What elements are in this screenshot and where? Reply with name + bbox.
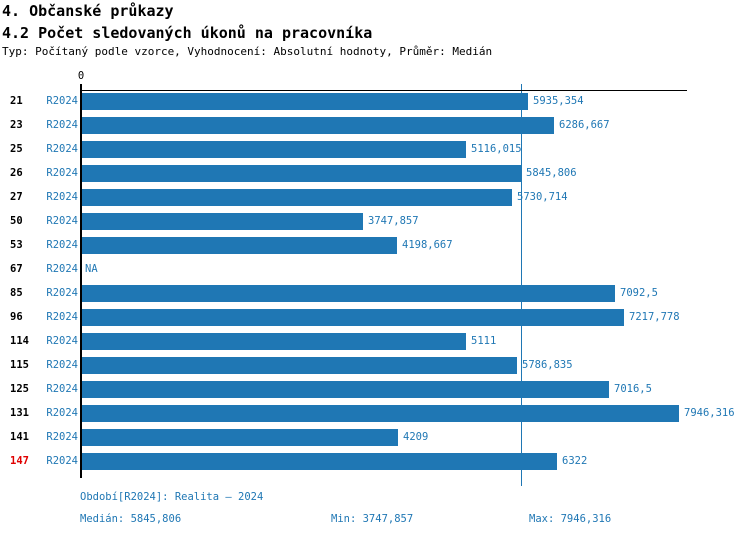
row-category-label: 85	[10, 287, 23, 299]
row-category-label: 114	[10, 335, 29, 347]
row-category-label: 53	[10, 239, 23, 251]
row-period-label: R2024	[46, 335, 78, 347]
y-axis-line	[80, 84, 82, 478]
bar-value-label: 5935,354	[533, 95, 584, 107]
bar	[82, 117, 554, 134]
row-period-label: R2024	[46, 407, 78, 419]
bar-value-label: 5786,835	[522, 359, 573, 371]
footer-min-stat: Min: 3747,857	[331, 513, 414, 525]
row-category-label: 27	[10, 191, 23, 203]
row-period-label: R2024	[46, 239, 78, 251]
row-category-label: 141	[10, 431, 29, 443]
bar-value-label: 5730,714	[517, 191, 568, 203]
row-category-label: 96	[10, 311, 23, 323]
bar-value-label: 6322	[562, 455, 588, 467]
row-period-label: R2024	[46, 311, 78, 323]
footer-period-label: Období[R2024]: Realita – 2024	[80, 491, 264, 503]
row-period-label: R2024	[46, 191, 78, 203]
bar	[82, 309, 624, 326]
bar-value-label: 7016,5	[614, 383, 652, 395]
bar	[82, 237, 397, 254]
footer-median-stat: Medián: 5845,806	[80, 513, 182, 525]
report-subtitle: Typ: Počítaný podle vzorce, Vyhodnocení:…	[2, 45, 493, 58]
bar-value-label: 6286,667	[559, 119, 610, 131]
bar	[82, 333, 466, 350]
bar	[82, 285, 615, 302]
bar	[82, 357, 517, 374]
row-category-label: 67	[10, 263, 23, 275]
row-category-label: 125	[10, 383, 29, 395]
footer-max-stat: Max: 7946,316	[529, 513, 612, 525]
row-period-label: R2024	[46, 287, 78, 299]
bar	[82, 141, 466, 158]
row-category-label: 50	[10, 215, 23, 227]
bar	[82, 429, 398, 446]
bar	[82, 189, 512, 206]
row-category-label: 23	[10, 119, 23, 131]
row-category-label: 21	[10, 95, 23, 107]
row-category-label: 25	[10, 143, 23, 155]
row-period-label: R2024	[46, 215, 78, 227]
bar-value-label: 7217,778	[629, 311, 680, 323]
bar	[82, 93, 528, 110]
bar-value-label: 5111	[471, 335, 497, 347]
report-title-line2: 4.2 Počet sledovaných úkonů na pracovník…	[2, 24, 373, 42]
bar-value-label: 7946,316	[684, 407, 735, 419]
na-value-label: NA	[85, 263, 98, 275]
bar	[82, 213, 363, 230]
row-category-label: 115	[10, 359, 29, 371]
row-period-label: R2024	[46, 431, 78, 443]
bar-value-label: 5845,806	[526, 167, 577, 179]
bar-value-label: 5116,015	[471, 143, 522, 155]
bar	[82, 405, 679, 422]
bar-value-label: 3747,857	[368, 215, 419, 227]
bar-value-label: 4209	[403, 431, 429, 443]
bar-value-label: 7092,5	[620, 287, 658, 299]
bar-value-label: 4198,667	[402, 239, 453, 251]
bar	[82, 165, 521, 182]
row-period-label: R2024	[46, 167, 78, 179]
bar	[82, 381, 609, 398]
row-period-label: R2024	[46, 119, 78, 131]
row-period-label: R2024	[46, 383, 78, 395]
row-category-label: 131	[10, 407, 29, 419]
x-axis-zero-label: 0	[77, 70, 85, 82]
row-period-label: R2024	[46, 143, 78, 155]
row-period-label: R2024	[46, 359, 78, 371]
bar	[82, 453, 557, 470]
row-period-label: R2024	[46, 95, 78, 107]
row-period-label: R2024	[46, 263, 78, 275]
row-category-label: 26	[10, 167, 23, 179]
row-category-label: 147	[10, 455, 29, 467]
row-period-label: R2024	[46, 455, 78, 467]
x-axis-line	[81, 90, 687, 91]
report-title-line1: 4. Občanské průkazy	[2, 2, 174, 20]
